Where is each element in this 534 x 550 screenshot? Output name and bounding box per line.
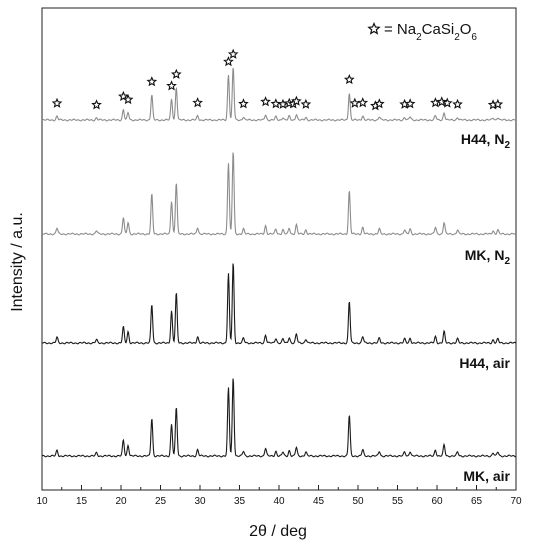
- x-tick-label: 20: [115, 496, 127, 507]
- peak-star: [277, 98, 289, 109]
- x-tick-label: 70: [510, 496, 522, 507]
- x-tick-label: 15: [76, 496, 88, 507]
- xrd-trace-2: [41, 263, 517, 345]
- x-tick-label: 10: [36, 496, 48, 507]
- x-tick-label: 40: [273, 496, 285, 507]
- legend-star-shape: [367, 21, 381, 35]
- trace-label: MK, air: [463, 468, 510, 484]
- x-tick-label: 50: [352, 496, 364, 507]
- peak-star: [373, 98, 385, 109]
- xrd-trace-3: [41, 378, 517, 458]
- peak-star: [166, 80, 177, 91]
- peak-star: [270, 98, 282, 109]
- xrd-trace-1: [41, 152, 517, 236]
- peak-star: [146, 76, 158, 87]
- peak-star: [343, 73, 355, 85]
- trace-label: MK, N2: [465, 247, 511, 267]
- peak-star: [300, 98, 312, 109]
- x-tick-label: 25: [155, 496, 167, 507]
- trace-labels: H44, N2 MK, N2 H44, air MK, air: [459, 131, 510, 484]
- peak-star: [441, 97, 453, 108]
- peak-star: [238, 98, 249, 109]
- legend-text: = Na2CaSi2O6: [384, 21, 477, 43]
- peak-star: [291, 95, 302, 106]
- trace-label: H44, air: [459, 355, 510, 371]
- x-tick-label: 45: [313, 496, 325, 507]
- peak-star: [170, 68, 182, 79]
- peak-star: [260, 96, 271, 107]
- y-axis-label: Intensity / a.u.: [9, 212, 26, 312]
- x-tick-label: 60: [431, 496, 443, 507]
- xrd-traces: [41, 67, 517, 458]
- x-tick-label: 30: [194, 496, 206, 507]
- x-tick-label: 65: [471, 496, 483, 507]
- plot-frame: [41, 7, 517, 491]
- plot-border: [41, 7, 517, 491]
- peak-star: [492, 98, 504, 109]
- peak-star: [91, 99, 102, 110]
- peak-star: [51, 97, 63, 108]
- peak-star: [430, 97, 441, 108]
- trace-label: H44, N2: [461, 131, 511, 151]
- x-axis-label: 2θ / deg: [249, 523, 307, 540]
- x-axis-ticks: 10 15 20 25 30 35 40 45 50 55 60 65 70: [36, 485, 522, 507]
- peak-star: [122, 94, 134, 105]
- peak-star-markers: [51, 48, 504, 111]
- peak-star: [404, 98, 416, 109]
- peak-star: [452, 98, 463, 109]
- legend: = Na2CaSi2O6: [367, 21, 477, 43]
- star-icon: [367, 21, 381, 35]
- x-tick-label: 55: [392, 496, 404, 507]
- peak-star: [223, 56, 234, 67]
- peak-star: [436, 96, 448, 107]
- x-tick-label: 35: [234, 496, 246, 507]
- xrd-trace-0: [41, 67, 517, 122]
- peak-star: [349, 97, 361, 108]
- peak-star: [192, 97, 203, 108]
- peak-star: [357, 97, 369, 108]
- peak-star: [227, 48, 239, 59]
